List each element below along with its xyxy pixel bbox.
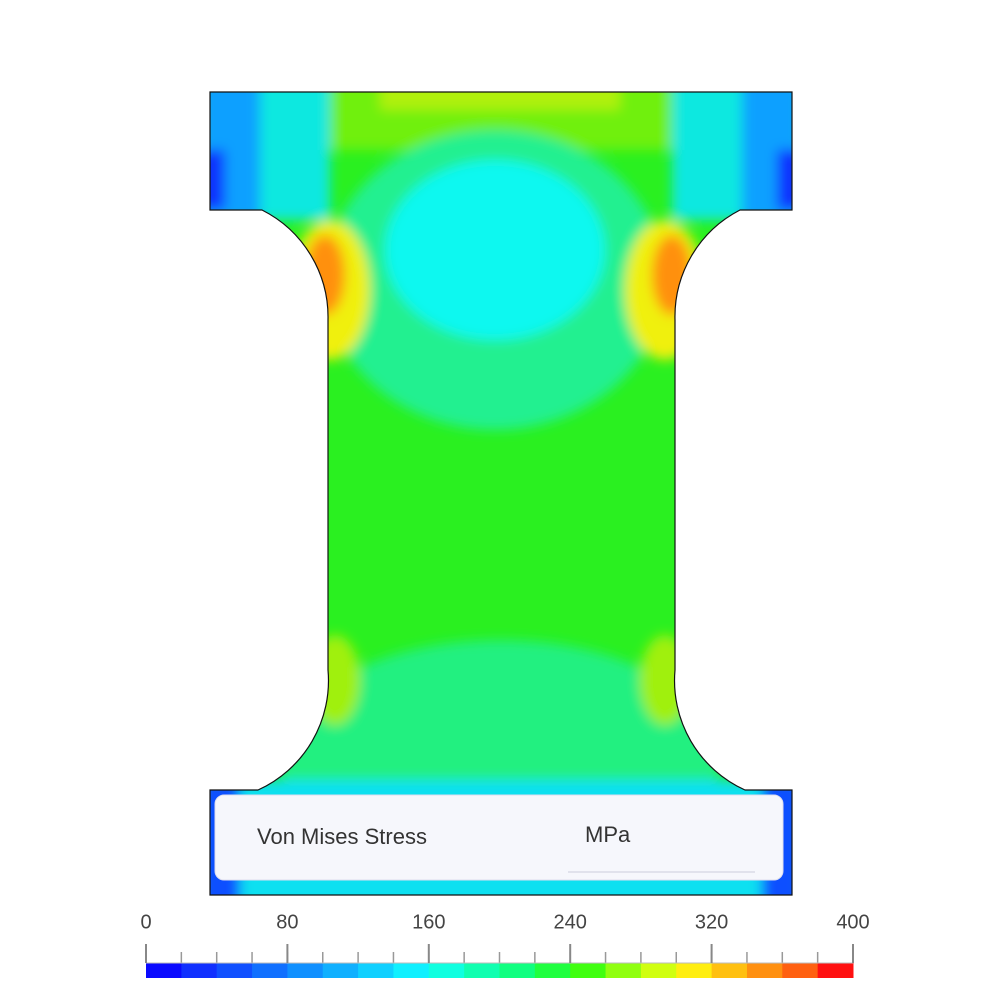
color-bin <box>676 963 713 978</box>
color-bin <box>252 963 288 978</box>
color-bin <box>782 963 819 978</box>
legend-box <box>214 794 784 881</box>
color-bin <box>817 963 854 978</box>
tick-label: 0 <box>140 911 151 933</box>
color-bin <box>181 963 218 978</box>
legend-unit: MPa <box>585 822 631 847</box>
tick-label: 80 <box>276 911 298 933</box>
color-bin <box>746 963 783 978</box>
color-bin <box>216 963 253 978</box>
tick-label: 240 <box>554 911 587 933</box>
stress-contour <box>210 92 792 895</box>
color-bin <box>428 963 465 978</box>
color-bin <box>499 963 536 978</box>
tick-label: 320 <box>695 911 728 933</box>
color-bin <box>393 963 430 978</box>
color-bin <box>570 963 607 978</box>
part-outline <box>209 91 793 896</box>
color-bin <box>534 963 571 978</box>
color-bin <box>464 963 500 978</box>
legend-title: Von Mises Stress <box>257 824 427 849</box>
tick-label: 400 <box>836 911 869 933</box>
colorbar: 0 80 160 240 320 400 <box>140 911 870 978</box>
color-bin <box>358 963 394 978</box>
color-bin <box>146 963 182 978</box>
color-bin <box>605 963 642 978</box>
tick-label: 160 <box>412 911 445 933</box>
color-bin <box>640 963 677 978</box>
color-bin <box>711 963 748 978</box>
color-bin <box>287 963 324 978</box>
color-bin <box>322 963 359 978</box>
